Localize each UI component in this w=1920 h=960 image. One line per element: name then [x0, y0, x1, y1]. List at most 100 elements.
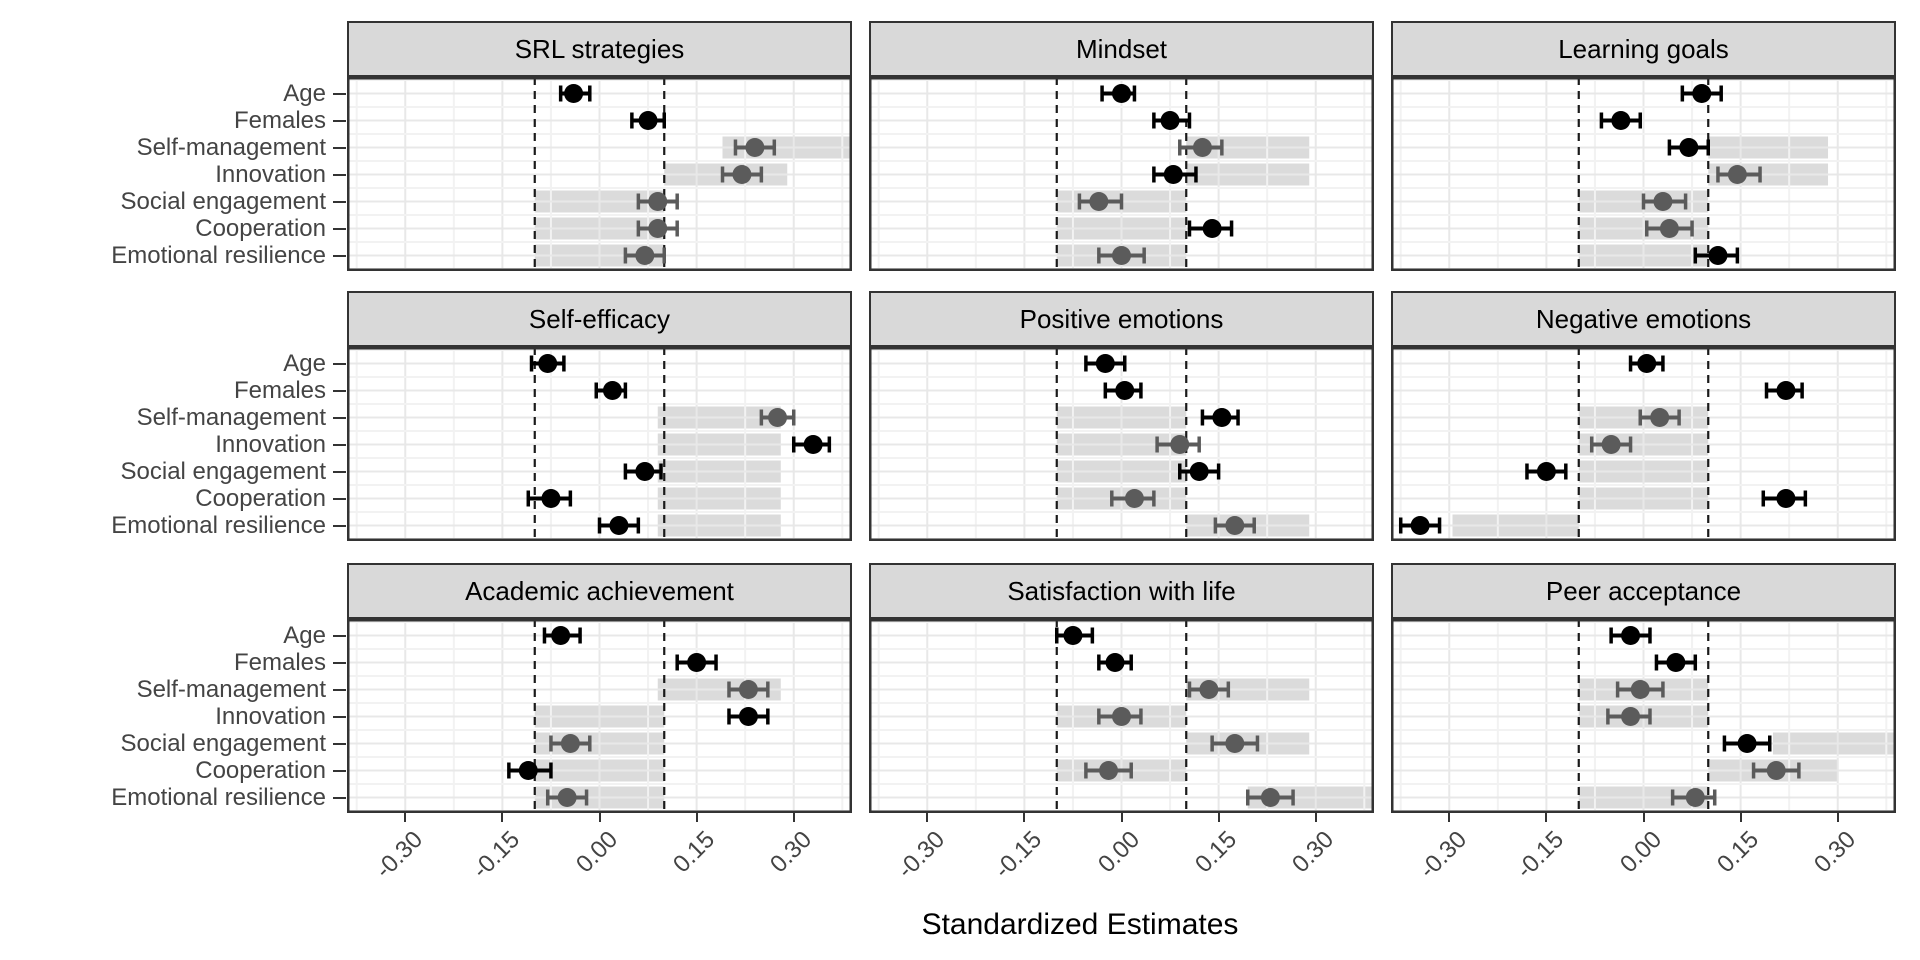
y-axis-tick — [333, 416, 346, 419]
x-axis-tick — [695, 813, 698, 822]
facet-strip-title: Mindset — [869, 21, 1374, 77]
estimate-point — [1115, 381, 1135, 400]
panel-border — [869, 77, 1374, 271]
y-axis-tick — [333, 634, 346, 637]
x-axis-tick — [1023, 813, 1026, 822]
facet-strip-title: Academic achievement — [347, 563, 852, 619]
estimate-point — [1737, 734, 1757, 753]
y-axis-tick — [333, 742, 346, 745]
estimate-point — [557, 788, 577, 807]
x-axis-tick — [1120, 813, 1123, 822]
y-axis-label: Innovation — [215, 430, 326, 458]
y-axis-label: Cooperation — [195, 756, 326, 784]
estimate-point — [564, 84, 584, 103]
y-axis-tick — [333, 443, 346, 446]
panel-border — [1391, 347, 1896, 541]
x-axis-tick — [1314, 813, 1317, 822]
estimate-point — [1089, 192, 1109, 211]
y-axis-label: Females — [233, 106, 326, 134]
estimate-point — [1611, 111, 1631, 130]
x-axis-tick — [1836, 813, 1839, 822]
y-axis-tick — [333, 362, 346, 365]
y-axis-label: Emotional resilience — [111, 511, 326, 539]
estimate-point — [1160, 111, 1180, 130]
estimate-point — [551, 626, 571, 645]
y-axis-tick — [333, 688, 346, 691]
x-axis-tick — [1642, 813, 1645, 822]
y-axis-label: Social engagement — [120, 457, 326, 485]
facet-strip-title: Satisfaction with life — [869, 563, 1374, 619]
estimate-point — [1225, 734, 1245, 753]
estimate-point — [1260, 788, 1280, 807]
y-axis-label: Innovation — [215, 160, 326, 188]
panel-border — [1391, 619, 1896, 813]
panel-border — [347, 619, 852, 813]
y-axis-tick — [333, 661, 346, 664]
y-axis-tick — [333, 200, 346, 203]
y-axis-label: Innovation — [215, 702, 326, 730]
x-axis-tick — [1739, 813, 1742, 822]
estimate-point — [609, 516, 629, 535]
y-axis-label: Emotional resilience — [111, 241, 326, 269]
y-axis-tick — [333, 119, 346, 122]
estimate-point — [648, 219, 668, 238]
estimate-point — [1112, 707, 1131, 726]
estimate-point — [1727, 165, 1747, 184]
estimate-point — [1124, 489, 1144, 508]
estimate-point — [1112, 246, 1131, 265]
estimate-point — [1099, 761, 1119, 780]
facet-panel — [869, 77, 1374, 271]
facet-strip-title: SRL strategies — [347, 21, 852, 77]
y-axis-tick — [333, 497, 346, 500]
estimate-point — [1199, 680, 1219, 699]
facet-panel — [347, 77, 852, 271]
y-axis-tick — [333, 227, 346, 230]
x-axis-tick — [1448, 813, 1451, 822]
y-axis-label: Self-management — [136, 675, 326, 703]
estimate-point — [1666, 653, 1686, 672]
panel-border — [869, 619, 1374, 813]
panel-border — [347, 347, 852, 541]
estimate-point — [1708, 246, 1728, 265]
estimate-point — [1776, 489, 1796, 508]
estimate-point — [538, 354, 558, 373]
estimate-point — [738, 680, 758, 699]
y-axis-label: Age — [283, 79, 326, 107]
estimate-point — [518, 761, 538, 780]
y-axis-label: Cooperation — [195, 484, 326, 512]
estimate-point — [1776, 381, 1796, 400]
facet-strip-title: Peer acceptance — [1391, 563, 1896, 619]
estimate-point — [1225, 516, 1245, 535]
estimate-point — [1189, 462, 1209, 481]
estimate-point — [768, 408, 788, 427]
facet-strip-title: Learning goals — [1391, 21, 1896, 77]
estimate-point — [1112, 84, 1131, 103]
y-axis-label: Age — [283, 621, 326, 649]
y-axis-label: Age — [283, 349, 326, 377]
y-axis-tick — [333, 470, 346, 473]
estimate-point — [1105, 653, 1125, 672]
y-axis-tick — [333, 389, 346, 392]
estimate-point — [1095, 354, 1115, 373]
facet-panel — [1391, 347, 1896, 541]
estimate-point — [1621, 707, 1641, 726]
y-axis-label: Social engagement — [120, 187, 326, 215]
x-axis-tick — [792, 813, 795, 822]
estimate-point — [1630, 680, 1650, 699]
facet-strip-title: Positive emotions — [869, 291, 1374, 347]
facet-strip-title: Self-efficacy — [347, 291, 852, 347]
y-axis-label: Females — [233, 648, 326, 676]
x-axis-tick — [501, 813, 504, 822]
estimate-point — [687, 653, 707, 672]
y-axis-label: Social engagement — [120, 729, 326, 757]
panel-border — [869, 347, 1374, 541]
estimate-point — [648, 192, 668, 211]
estimate-point — [638, 111, 658, 130]
estimate-point — [1202, 219, 1222, 238]
x-axis-title: Standardized Estimates — [921, 908, 1239, 941]
x-axis-tick — [926, 813, 929, 822]
estimate-point — [1650, 408, 1670, 427]
y-axis-tick — [333, 173, 346, 176]
estimate-point — [745, 138, 765, 157]
